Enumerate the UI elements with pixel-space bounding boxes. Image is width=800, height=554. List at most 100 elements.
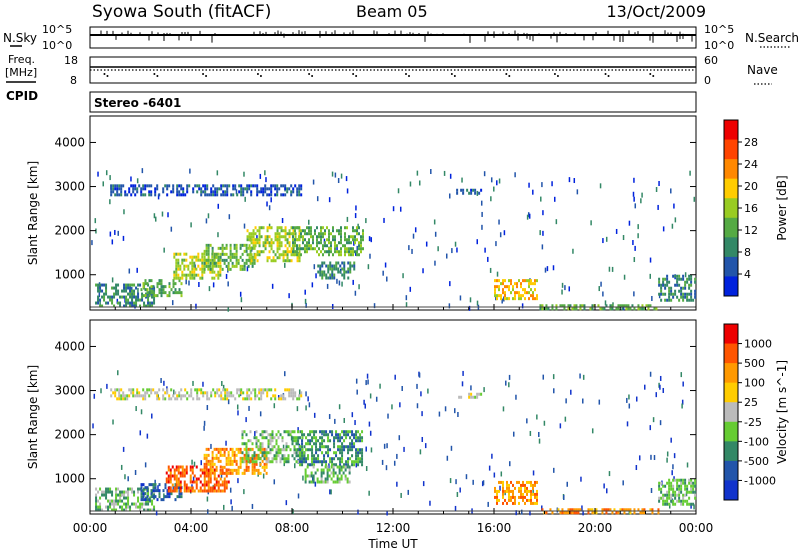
echo-cell	[686, 490, 689, 494]
echo-cell	[156, 285, 159, 289]
echo-cell	[231, 252, 234, 256]
echo-cell	[275, 433, 278, 437]
echo-cell	[282, 253, 285, 257]
echo-cell	[603, 307, 606, 311]
echo-cell	[215, 465, 218, 469]
echo-cell	[196, 388, 199, 392]
echo-cell	[292, 388, 295, 392]
nave-dip-dot	[408, 75, 411, 77]
echo-cell	[692, 298, 695, 302]
echo-cell	[274, 259, 277, 263]
echo-cell	[239, 264, 242, 268]
echo-cell	[229, 243, 232, 247]
echo-cell	[322, 247, 324, 251]
echo-cell	[174, 288, 177, 292]
scatter-cell	[416, 170, 419, 176]
echo-cell	[686, 292, 689, 296]
echo-cell	[672, 502, 675, 506]
echo-cell	[510, 495, 512, 499]
echo-cell	[133, 292, 136, 296]
echo-cell	[266, 226, 269, 230]
echo-cell	[241, 264, 244, 268]
echo-cell	[195, 465, 198, 469]
freq-trace	[90, 66, 696, 77]
echo-cell	[182, 190, 185, 194]
echo-cell	[307, 442, 310, 446]
echo-cell	[300, 187, 303, 191]
echo-cell	[320, 226, 322, 230]
echo-cell	[311, 454, 314, 458]
colorbar-label: Velocity [m s^-1]	[775, 360, 789, 464]
scatter-cell	[411, 248, 413, 254]
echo-cell	[187, 267, 190, 271]
echo-cell	[197, 252, 200, 256]
scatter-cell	[268, 205, 271, 211]
echo-cell	[219, 489, 222, 493]
echo-cell	[125, 490, 128, 494]
echo-cell	[152, 294, 155, 298]
echo-cell	[194, 184, 197, 188]
echo-cell	[340, 235, 342, 239]
scatter-cell	[198, 282, 200, 288]
echo-cell	[235, 261, 238, 265]
echo-cell	[206, 193, 209, 197]
echo-cell	[348, 465, 351, 469]
echo-cell	[502, 480, 504, 484]
echo-cell	[143, 508, 146, 512]
scatter-cell	[407, 489, 410, 495]
echo-cell	[662, 493, 665, 497]
scatter-cell	[243, 489, 245, 495]
echo-cell	[322, 468, 325, 472]
echo-cell	[296, 397, 299, 401]
echo-cell	[140, 190, 143, 194]
echo-cell	[502, 501, 504, 505]
echo-cell	[193, 264, 196, 268]
echo-cell	[119, 496, 122, 500]
echo-cell	[680, 502, 683, 506]
echo-cell	[205, 468, 208, 472]
echo-cell	[339, 451, 342, 455]
echo-cell	[243, 456, 246, 460]
echo-cell	[181, 471, 184, 475]
echo-cell	[284, 253, 287, 257]
echo-cell	[688, 274, 691, 278]
echo-cell	[118, 187, 121, 191]
echo-cell	[226, 190, 229, 194]
echo-cell	[312, 241, 314, 245]
echo-cell	[125, 301, 128, 305]
echo-cell	[173, 255, 176, 259]
echo-cell	[303, 460, 306, 464]
echo-cell	[257, 439, 260, 443]
echo-cell	[213, 483, 216, 487]
scatter-cell	[572, 248, 574, 254]
echo-cell	[565, 511, 568, 515]
scatter-cell	[358, 284, 360, 290]
echo-cell	[121, 289, 124, 293]
echo-cell	[197, 264, 200, 268]
echo-cell	[240, 391, 243, 395]
scatter-cell	[192, 476, 195, 482]
echo-cell	[286, 232, 289, 236]
echo-cell	[241, 442, 244, 446]
echo-cell	[269, 451, 272, 455]
echo-cell	[196, 190, 199, 194]
echo-cell	[639, 307, 642, 311]
echo-cell	[297, 454, 300, 458]
echo-cell	[328, 238, 330, 242]
scatter-cell	[244, 196, 246, 202]
echo-cell	[144, 294, 147, 298]
echo-cell	[176, 397, 179, 401]
echo-cell	[139, 502, 142, 506]
echo-cell	[112, 391, 115, 395]
echo-cell	[609, 304, 612, 308]
scatter-cell	[608, 266, 611, 272]
heatmap-frame	[89, 115, 697, 311]
echo-cell	[354, 229, 356, 233]
echo-cell	[219, 261, 222, 265]
echo-cell	[221, 258, 224, 262]
scatter-cell	[273, 403, 276, 409]
echo-cell	[203, 486, 206, 490]
echo-cell	[169, 486, 172, 490]
echo-cell	[270, 193, 273, 197]
echo-cell	[270, 397, 273, 401]
